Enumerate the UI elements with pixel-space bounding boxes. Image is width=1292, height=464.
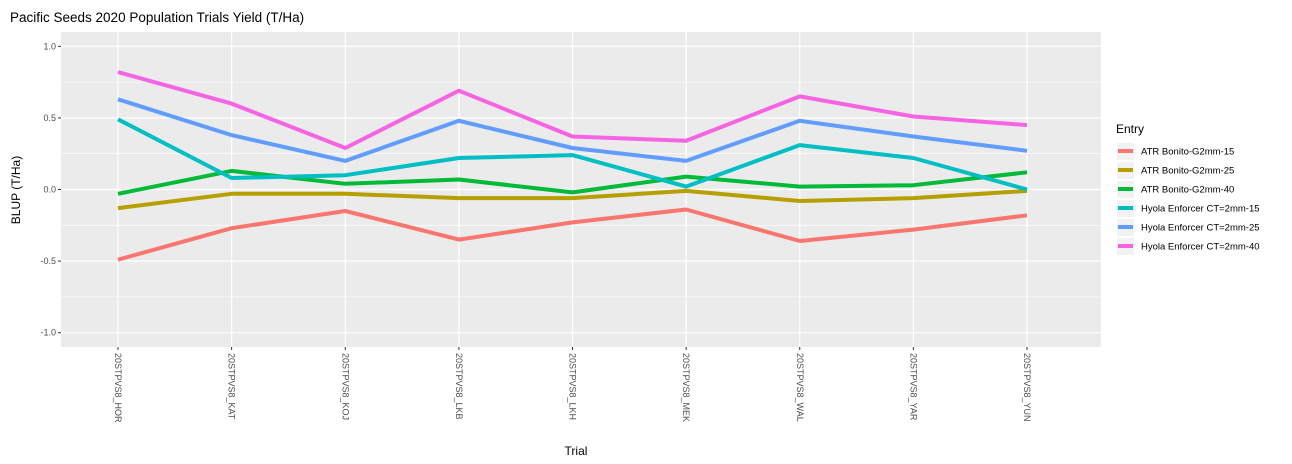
series-lines [117, 70, 1028, 262]
x-axis-title: Trial [565, 444, 588, 458]
legend: Entry ATR Bonito-G2mm-15 ATR Bonito-G2mm-… [1116, 122, 1260, 255]
x-tick-label: 20STPVS8_KAT [227, 353, 237, 420]
legend-label: Hyola Enforcer CT=2mm-15 [1141, 204, 1260, 215]
x-tick-label: 20STPVS8_MEK [681, 353, 691, 422]
series-line [117, 117, 1028, 192]
legend-label: ATR Bonito-G2mm-15 [1141, 147, 1234, 158]
x-tick-label: 20STPVS8_LKH [568, 353, 578, 420]
x-tick-label: 20STPVS8_YAR [908, 353, 918, 421]
x-axis: 20STPVS8_HOR 20STPVS8_KAT 20STPVS8_KOJ 20ST… [113, 347, 1032, 423]
series-line [117, 188, 1028, 211]
chart-title: Pacific Seeds 2020 Population Trials Yie… [10, 10, 304, 25]
y-tick-label: 0.5 [43, 113, 56, 123]
legend-label: Hyola Enforcer CT=2mm-40 [1141, 242, 1260, 253]
y-tick-label: 0.0 [43, 185, 56, 195]
y-tick-label: 1.0 [43, 41, 56, 51]
series-line [117, 70, 1028, 150]
legend-title: Entry [1116, 122, 1144, 136]
series-line [117, 207, 1028, 262]
x-tick-label: 20STPVS8_HOR [113, 353, 123, 423]
legend-label: ATR Bonito-G2mm-25 [1141, 166, 1234, 177]
y-axis-title: BLUP (T/Ha) [9, 156, 23, 224]
series-line [117, 97, 1028, 163]
x-tick-label: 20STPVS8_WAL [795, 353, 805, 422]
y-tick-label: -1.0 [40, 328, 56, 338]
x-tick-label: 20STPVS8_KOJ [340, 353, 350, 420]
y-axis: -1.0 -0.5 0.0 0.5 1.0 [40, 41, 61, 338]
x-tick-label: 20STPVS8_YUN [1022, 353, 1032, 422]
y-tick-label: -0.5 [40, 256, 56, 266]
x-tick-label: 20STPVS8_LKB [454, 353, 464, 420]
plot-panel [61, 32, 1101, 347]
legend-label: ATR Bonito-G2mm-40 [1141, 185, 1234, 196]
legend-label: Hyola Enforcer CT=2mm-25 [1141, 223, 1260, 234]
